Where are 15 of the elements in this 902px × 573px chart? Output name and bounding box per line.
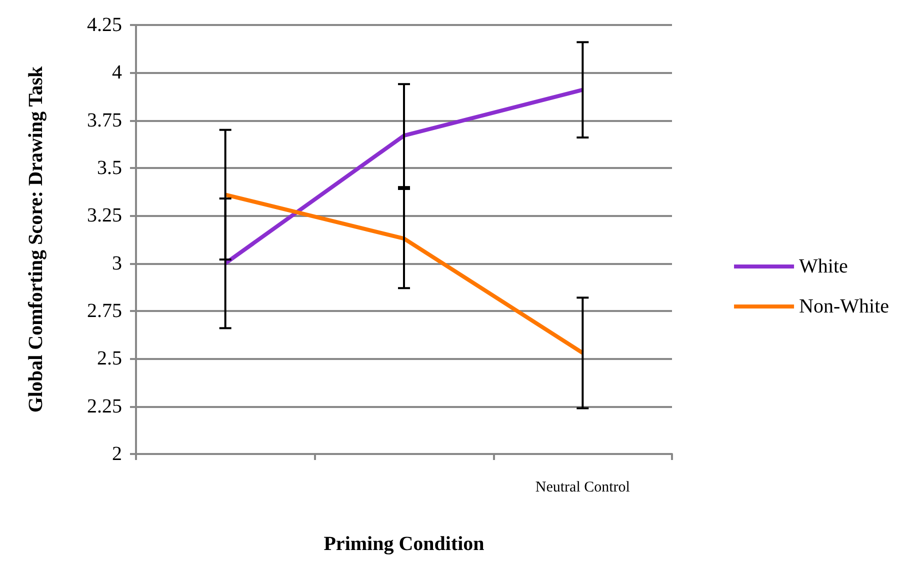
y-tick-label: 2 (112, 443, 122, 465)
y-tick-label: 2.25 (87, 395, 122, 418)
y-tick-label: 3.5 (97, 157, 122, 179)
y-tick-label: 3.25 (87, 204, 122, 227)
legend-label: Non-White (799, 296, 890, 318)
x-tick-label: Neutral Control (535, 480, 630, 496)
y-tick-label: 4.25 (87, 14, 122, 36)
y-tick-label: 2.5 (97, 348, 122, 370)
y-tick-label: 3 (112, 252, 122, 274)
y-axis-title: Global Comforting Score: Drawing Task (25, 65, 47, 413)
y-tick-label: 3.75 (87, 109, 122, 132)
y-tick-label: 2.75 (87, 300, 122, 322)
x-axis-title: Priming Condition (324, 533, 484, 555)
legend-label: White (799, 256, 848, 278)
y-tick-label: 4 (112, 62, 122, 84)
